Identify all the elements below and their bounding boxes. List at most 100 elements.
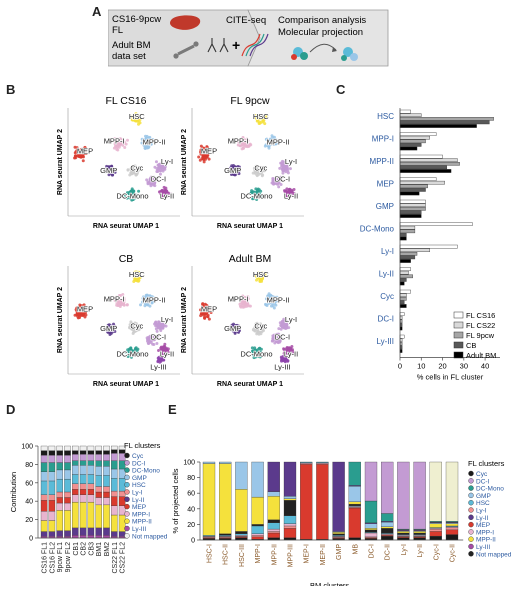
- stack-segment-ly-i: [56, 491, 63, 498]
- stack-segment-mpp-ii: [251, 496, 264, 525]
- umap-point: [124, 193, 128, 197]
- umap-point: [119, 142, 123, 146]
- bar-adult-bm: [399, 236, 407, 241]
- sample2-line1: Adult BM: [112, 40, 151, 51]
- bar-fl-cs22: [399, 293, 407, 298]
- category-label: MB: [352, 544, 359, 555]
- stack-segment-ly-i: [251, 535, 264, 538]
- umap-point: [205, 146, 209, 150]
- umap-point: [254, 351, 258, 355]
- umap-cluster-label: Ly-I: [161, 157, 173, 166]
- umap-point: [254, 196, 258, 200]
- umap-point: [132, 189, 136, 193]
- stack-segment-cyc: [348, 537, 361, 541]
- umap-point: [115, 138, 119, 142]
- stack-segment-ly-i: [111, 490, 118, 497]
- bar-fl-9pcw: [399, 229, 416, 234]
- umap-point: [269, 304, 273, 308]
- stack-segment-cyc: [103, 450, 110, 455]
- stack-segment-mpp-i: [103, 497, 110, 506]
- stack-segment-not-mapped: [348, 503, 361, 506]
- category-label: Cyc-II: [450, 544, 457, 562]
- umap-point: [105, 168, 109, 172]
- category-label: MPP-I: [372, 135, 394, 144]
- category-label: CS16 FL1: [42, 542, 49, 574]
- umap-point: [148, 177, 152, 181]
- umap-point: [258, 121, 262, 125]
- umap-cluster-label: MEP: [201, 146, 217, 155]
- legend-label: DC-I: [476, 478, 490, 485]
- umap-plot-3: CB RNA seurat UMAP 1 RNA seurat UMAP 2 HSC M…: [57, 253, 180, 388]
- stack-segment-gmp: [64, 469, 71, 480]
- umap-cluster-label: MPP-I: [228, 295, 249, 304]
- umap-point: [228, 167, 232, 171]
- stack-segment-dc-mono: [381, 513, 394, 522]
- umap-point: [274, 299, 278, 303]
- stack-segment-mep: [300, 464, 313, 540]
- umap-point: [286, 359, 290, 363]
- umap-point: [282, 358, 286, 362]
- x-tick-label: 20: [438, 362, 446, 371]
- stack-segment-dc-mono: [364, 500, 378, 523]
- stack-segment-hsc: [300, 461, 313, 463]
- stack-segment-cyc: [56, 450, 63, 456]
- umap-point: [230, 169, 234, 173]
- stack-segment-gmp: [95, 466, 102, 476]
- umap-point: [84, 313, 88, 317]
- bar-cb: [399, 255, 416, 260]
- umap-point: [113, 170, 117, 174]
- stack-segment-mpp-i: [111, 505, 118, 516]
- stack-segment-mep: [445, 529, 459, 535]
- stack-segment-cyc: [413, 537, 426, 541]
- legend-label: MPP-II: [132, 519, 152, 526]
- stack-segment-gmp: [381, 521, 394, 527]
- bar-adult-bm: [399, 304, 407, 308]
- stack-segment-ly-i: [72, 483, 79, 490]
- umap-cluster-label: HSC: [129, 112, 145, 121]
- umap-cluster-label: MPP-II: [267, 296, 290, 305]
- umap-point: [157, 163, 161, 167]
- stack-segment-dc-mono: [79, 460, 87, 466]
- umap-point: [132, 194, 136, 198]
- stack-segment-mpp-ii: [72, 501, 79, 529]
- stack-segment-mpp-ii: [111, 514, 118, 532]
- legend-label: DC-Mono: [476, 486, 504, 493]
- umap-cluster-label: Ly-I: [161, 315, 173, 324]
- umap-point: [252, 327, 256, 331]
- legend-label: MPP-I: [476, 529, 494, 536]
- sample2-line2: data set: [112, 51, 146, 62]
- umap-point: [280, 163, 284, 167]
- umap-point: [259, 171, 263, 175]
- stack-segment-dc-i: [87, 454, 95, 461]
- stack-segment-mep: [64, 497, 71, 504]
- umap-point: [285, 350, 289, 354]
- stack-segment-dc-mono: [95, 460, 102, 467]
- umap-point: [108, 333, 112, 337]
- stack-segment-ly-i: [79, 483, 87, 490]
- umap-point: [278, 339, 282, 343]
- legend-label: Ly-III: [476, 544, 490, 551]
- stack-segment-cyc: [118, 449, 126, 454]
- legend-dot: [468, 536, 474, 542]
- y-axis-label: Contribution: [9, 472, 18, 512]
- umap-point: [147, 339, 151, 343]
- stack-segment-not-mapped: [283, 500, 297, 516]
- bar-fl-cs16: [399, 312, 405, 316]
- umap-point: [283, 356, 287, 360]
- umap-point: [124, 350, 128, 354]
- stack-legend: FL clustersCycDC-IDC-MonoGMPHSCLy-ILy-II…: [468, 459, 512, 558]
- legend-label: Adult BM: [466, 351, 496, 360]
- stack-segment-not-mapped: [111, 445, 118, 450]
- umap-cluster-label: MPP-I: [104, 137, 125, 146]
- stack-segment-dc-i: [72, 454, 79, 461]
- stack-segment-not-mapped: [64, 445, 71, 451]
- umap-point: [261, 326, 265, 330]
- legend-label: Ly-II: [132, 497, 145, 504]
- legend-dot: [468, 478, 474, 484]
- bar-fl-cs16: [399, 267, 411, 271]
- stack-segment-dc-i: [118, 453, 126, 461]
- category-label: Ly-II: [417, 544, 424, 557]
- umap-point: [246, 294, 250, 298]
- umap-x-label: RNA seurat UMAP 1: [217, 381, 283, 388]
- stack-segment-mep: [48, 500, 56, 512]
